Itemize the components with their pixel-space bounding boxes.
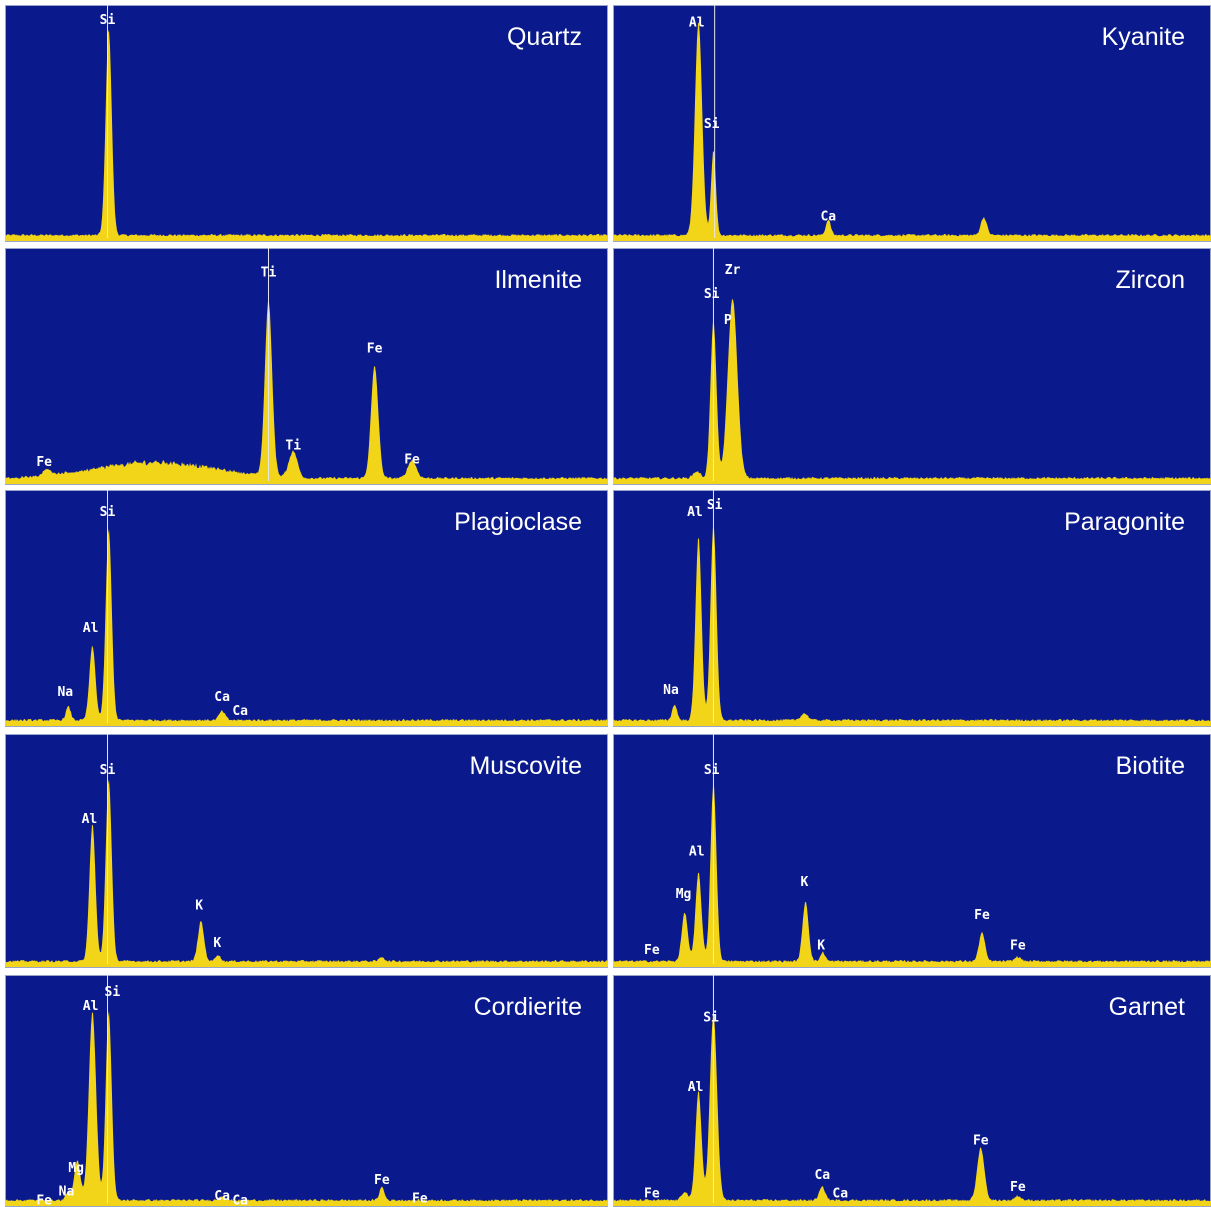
peak-label-k: K [800,875,808,890]
peak-label-fe: Fe [374,1173,390,1188]
panel-title: Garnet [1109,993,1185,1021]
peak-label-fe: Fe [36,455,52,470]
peak-label-al: Al [689,845,705,860]
peak-label-ca: Ca [232,704,248,719]
peak-label-al: Al [689,15,705,30]
spectrum-panel-quartz: Si Quartz [5,5,608,242]
peak-label-k: K [213,936,221,951]
panel-title: Ilmenite [494,266,582,294]
peak-label-si: Si [105,985,121,1000]
spectrum-baseline [613,723,1211,726]
spectrum-baseline [5,481,608,484]
peak-label-fe: Fe [644,1187,660,1202]
spectrum-baseline [613,1203,1211,1206]
panel-background [5,248,608,485]
peak-label-fe: Fe [367,341,383,356]
peak-label-na: Na [59,1184,75,1199]
peak-label-si: Si [704,117,720,132]
peak-label-fe: Fe [36,1194,52,1207]
spectrum-baseline [613,964,1211,967]
panel-title: Plagioclase [454,508,582,536]
spectrum-panel-zircon: Si Zr P Zircon [613,248,1211,485]
peak-label-ti: Ti [261,265,277,280]
peak-label-k: K [817,938,825,953]
peak-label-fe: Fe [1010,1180,1026,1195]
peak-label-ca: Ca [832,1187,848,1202]
peak-label-al: Al [82,812,98,827]
peak-label-mg: Mg [676,887,692,902]
peak-label-ca: Ca [214,690,230,705]
peak-label-na: Na [57,685,73,700]
spectrum-panel-biotite: Si Al Mg K K Fe Fe Fe Biotite [613,734,1211,968]
spectrum-baseline [5,964,608,967]
peak-label-mg: Mg [68,1161,84,1176]
spectrum-baseline [5,1203,608,1206]
spectrum-baseline [613,238,1211,241]
panel-title: Cordierite [474,993,582,1021]
peak-label-fe: Fe [1010,938,1026,953]
peak-label-si: Si [707,498,723,513]
peak-label-si: Si [703,1010,719,1025]
spectrum-panel-kyanite: Al Si Ca Kyanite [613,5,1211,242]
spectrum-panel-paragonite: Al Si Na Paragonite [613,490,1211,727]
peak-label-al: Al [688,1080,704,1095]
peak-label-zr: Zr [725,263,741,278]
panel-title: Paragonite [1064,508,1185,536]
peak-label-ca: Ca [232,1194,248,1207]
spectrum-baseline [5,723,608,726]
peak-label-al: Al [687,505,703,520]
peak-label-si: Si [100,763,116,778]
peak-label-si: Si [704,763,720,778]
spectrum-baseline [5,238,608,241]
peak-label-si: Si [100,13,116,28]
spectrum-panel-cordierite: Al Si Mg Na Fe Ca Ca Fe Fe Cordierite [5,975,608,1207]
panel-title: Biotite [1116,752,1185,780]
peak-label-ca: Ca [814,1168,830,1183]
panel-title: Zircon [1116,266,1185,294]
spectrum-area [613,299,1211,481]
peak-label-ca: Ca [820,210,836,225]
panel-title: Quartz [507,23,582,51]
peak-label-na: Na [663,683,679,698]
peak-label-si: Si [704,287,720,302]
peak-label-fe: Fe [974,908,990,923]
peak-label-si: Si [100,505,116,520]
peak-label-fe: Fe [644,943,660,958]
spectrum-panel-ilmenite: Ti Ti Fe Fe Fe Ilmenite [5,248,608,485]
peak-label-fe: Fe [973,1133,989,1148]
panel-title: Kyanite [1102,23,1185,51]
peak-label-k: K [195,899,203,914]
peak-label-ca: Ca [214,1189,230,1204]
peak-label-al: Al [83,621,99,636]
peak-label-fe: Fe [404,453,420,468]
panel-title: Muscovite [469,752,582,780]
peak-label-ti: Ti [285,438,301,453]
peak-label-p: P [724,313,732,328]
peak-label-fe: Fe [412,1191,428,1206]
spectrum-baseline [613,481,1211,484]
spectrum-panel-muscovite: Si Al K K Muscovite [5,734,608,968]
peak-label-al: Al [83,999,99,1014]
